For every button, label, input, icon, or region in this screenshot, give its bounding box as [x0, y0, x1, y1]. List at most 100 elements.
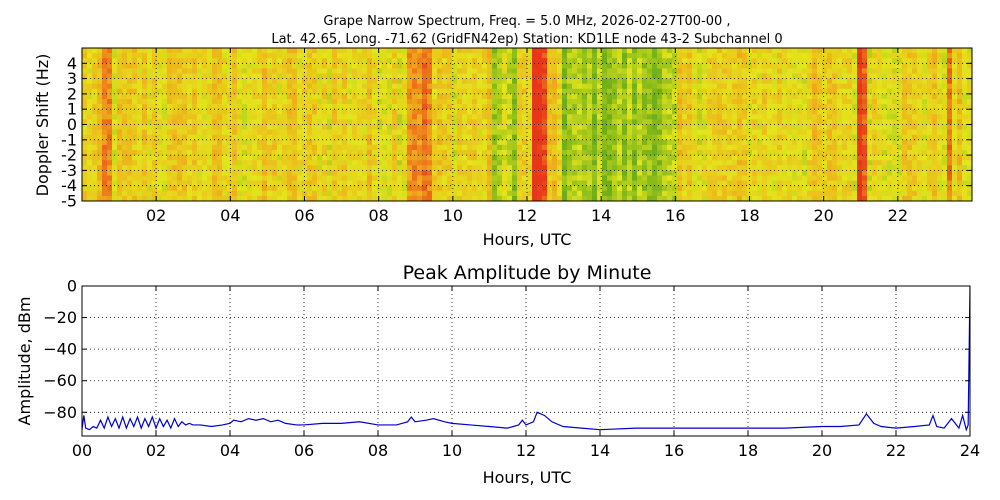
spectrogram-cell	[797, 175, 803, 181]
spectrogram-cell	[227, 180, 233, 187]
spectrogram-cell	[262, 99, 268, 105]
spectrogram-cell	[517, 48, 523, 54]
spectrogram-cell	[507, 190, 513, 197]
spectrogram-cell	[672, 104, 678, 110]
spectrogram-cell	[92, 195, 98, 201]
spectrogram-cell	[637, 134, 643, 141]
spectrogram-cell	[592, 190, 598, 197]
spectrogram-cell	[142, 53, 148, 59]
spectrogram-cell	[327, 180, 333, 187]
spectrogram-cell	[367, 73, 373, 79]
spectrogram-cell	[112, 190, 118, 197]
spectrogram-cell	[497, 155, 503, 161]
spectrogram-cell	[197, 180, 203, 187]
spectrogram-cell	[682, 78, 688, 85]
spectrogram-cell	[637, 165, 643, 171]
spectrogram-cell	[712, 190, 718, 197]
spectrogram-cell	[797, 93, 803, 100]
spectrogram-cell	[807, 165, 813, 171]
spectrogram-cell	[277, 99, 283, 105]
spectrogram-cell	[887, 63, 893, 69]
spectrogram-cell	[167, 165, 173, 171]
spectrogram-cell	[547, 99, 553, 105]
spectrogram-cell	[372, 150, 378, 156]
spectrogram-cell	[147, 93, 153, 100]
spectrogram-cell	[337, 144, 343, 151]
spectrogram-cell	[622, 124, 628, 130]
spectrogram-cell	[802, 180, 808, 187]
spectrogram-cell	[192, 109, 198, 115]
spectrogram-cell	[152, 129, 158, 136]
spectrogram-cell	[107, 48, 113, 54]
spectrogram-cell	[647, 190, 653, 197]
spectrogram-cell	[557, 170, 563, 176]
spectrogram-cell	[102, 68, 108, 74]
spectrogram-cell	[362, 88, 368, 95]
spectrogram-cell	[332, 78, 338, 85]
spectrogram-cell	[362, 68, 368, 74]
spectrogram-cell	[597, 185, 603, 192]
spectrogram-cell	[447, 170, 453, 176]
spectrogram-cell	[357, 114, 363, 120]
spectrogram-cell	[592, 139, 598, 146]
spectrogram-cell	[162, 109, 168, 115]
spectrogram-cell	[462, 53, 468, 59]
spectrogram-cell	[642, 78, 648, 85]
spectrogram-cell	[677, 155, 683, 161]
spectrogram-cell	[712, 63, 718, 69]
spectrogram-cell	[677, 53, 683, 59]
spectrogram-cell	[497, 63, 503, 69]
spectrogram-cell	[382, 124, 388, 130]
spectrogram-cell	[362, 83, 368, 90]
spectrogram-cell	[152, 185, 158, 192]
spectrogram-cell	[377, 119, 383, 125]
spectrogram-cell	[572, 139, 578, 146]
spectrogram-cell	[287, 129, 293, 136]
spectrogram-cell	[107, 124, 113, 130]
spectrogram-cell	[347, 93, 353, 100]
spectrogram-cell	[442, 134, 448, 141]
spectrogram-cell	[122, 134, 128, 141]
spectrogram-cell	[732, 53, 738, 59]
spectrogram-cell	[477, 104, 483, 110]
spectrogram-cell	[542, 160, 548, 166]
spectrogram-cell	[782, 190, 788, 197]
spectrogram-cell	[637, 73, 643, 79]
spectrogram-cell	[232, 48, 238, 54]
spectrogram-cell	[467, 114, 473, 120]
spectrogram-cell	[737, 83, 743, 90]
spectrogram-cell	[627, 88, 633, 95]
spectrogram-cell	[532, 134, 538, 141]
spectrogram-cell	[327, 124, 333, 130]
spectrogram-cell	[837, 134, 843, 141]
spectrogram-cell	[727, 78, 733, 85]
spectrogram-cell	[457, 48, 463, 54]
spectrogram-cell	[482, 150, 488, 156]
spectrogram-cell	[772, 150, 778, 156]
spectrogram-cell	[842, 155, 848, 161]
spectrogram-cell	[157, 48, 163, 54]
spectrogram-cell	[482, 190, 488, 197]
spectrogram-cell	[552, 109, 558, 115]
spectrogram-cell	[662, 190, 668, 197]
spectrogram-cell	[472, 78, 478, 85]
spectrogram-cell	[752, 88, 758, 95]
spectrogram-cell	[772, 48, 778, 54]
spectrogram-cell	[472, 48, 478, 54]
spectrogram-cell	[482, 195, 488, 201]
spectrogram-cell	[252, 109, 258, 115]
spectrogram-cell	[837, 63, 843, 69]
spectrogram-cell	[472, 185, 478, 192]
spectrogram-cell	[157, 180, 163, 187]
spectrogram-cell	[522, 104, 528, 110]
spectrogram-cell	[672, 165, 678, 171]
spectrogram-cell	[512, 150, 518, 156]
spectrogram-cell	[207, 58, 213, 64]
spectrogram-cell	[382, 73, 388, 79]
spectrogram-cell	[627, 155, 633, 161]
spectrogram-cell	[117, 88, 123, 95]
spectrogram-cell	[817, 53, 823, 59]
spectrogram-cell	[522, 48, 528, 54]
spectrogram-cell	[207, 124, 213, 130]
spectrogram-cell	[207, 83, 213, 90]
